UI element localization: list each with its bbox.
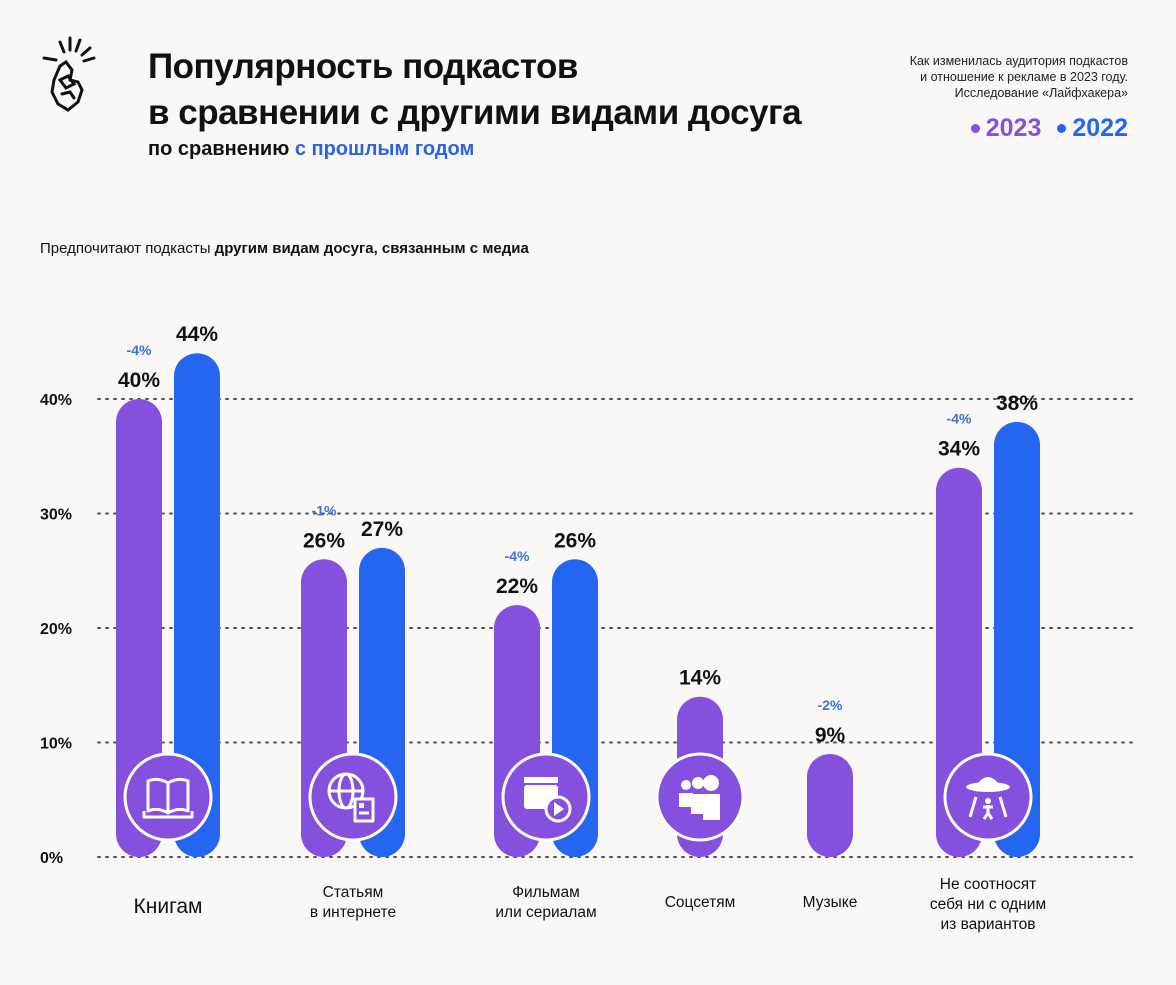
bar-2022 — [174, 353, 220, 857]
category-label-line: Книгам — [133, 895, 203, 918]
source-note: Как изменилась аудитория подкастов и отн… — [910, 53, 1128, 101]
subtitle-plain: по сравнению — [148, 138, 295, 160]
value-label-2022: 38% — [996, 392, 1038, 415]
value-label-2023: 9% — [815, 724, 846, 747]
value-label-2023: 40% — [118, 369, 160, 392]
value-label-2022: 44% — [176, 323, 218, 346]
page-title: Популярность подкастов в сравнении с дру… — [148, 44, 802, 136]
caption-plain: Предпочитают подкасты — [40, 240, 215, 257]
title-line-1: Популярность подкастов — [148, 47, 578, 86]
value-label-2022: 26% — [554, 529, 596, 552]
bar-2023 — [116, 399, 162, 857]
category-label: Фильмам или сериалам — [495, 883, 596, 923]
category-label-line: себя ни с одним — [929, 896, 1047, 913]
category-label-line: Фильмам — [512, 884, 580, 901]
chart-caption: Предпочитают подкасты другим видам досуг… — [40, 240, 529, 257]
legend-label-2023: 2023 — [985, 114, 1042, 142]
subtitle: по сравнению с прошлым годом — [148, 138, 474, 161]
category-label-line: в интернете — [309, 904, 397, 921]
value-label-2023: 34% — [938, 438, 980, 461]
ufo-abduction-icon — [966, 777, 1010, 820]
legend-dot-2023 — [970, 124, 980, 133]
category-label: Музыке — [803, 893, 858, 913]
y-tick-label: 30% — [40, 507, 72, 524]
category-label: Статьям в интернете — [310, 883, 396, 923]
category-label: Книгам — [133, 895, 203, 918]
delta-label: -4% — [127, 342, 152, 358]
snapping-fingers-icon — [42, 36, 96, 112]
people-group-icon — [679, 775, 720, 820]
globe-newspaper-icon — [327, 772, 375, 823]
value-label-2023: 14% — [679, 667, 721, 690]
note-line-2: и отношение к рекламе в 2023 году. — [920, 70, 1128, 84]
title-line-2: в сравнении с другими видами досуга — [148, 93, 802, 132]
delta-label: -4% — [947, 411, 972, 427]
delta-label: -4% — [505, 548, 530, 564]
y-tick-label: 0% — [40, 850, 63, 867]
bar-2022 — [994, 421, 1040, 857]
note-line-3: Исследование «Лайфхакера» — [954, 86, 1128, 100]
category-label-line: Соцсетям — [664, 894, 736, 911]
legend-item-2022: 2022 — [1057, 114, 1128, 143]
y-tick-label: 20% — [40, 621, 72, 638]
legend-label-2022: 2022 — [1072, 114, 1128, 142]
y-tick-label: 10% — [40, 736, 72, 753]
category-label-line: Статьям — [322, 884, 384, 901]
value-label-2023: 22% — [496, 575, 538, 598]
open-book-icon — [142, 777, 194, 819]
legend-item-2023: 2023 — [970, 114, 1042, 143]
note-line-1: Как изменилась аудитория подкастов — [909, 54, 1128, 68]
legend-dot-2022 — [1057, 124, 1067, 133]
value-label-2023: 26% — [303, 529, 345, 552]
subtitle-accent: с прошлым годом — [294, 138, 475, 160]
bar-2023 — [807, 753, 853, 857]
category-label-line: из вариантов — [940, 916, 1036, 933]
delta-label: -1% — [312, 502, 337, 518]
category-label: Соцсетям — [665, 893, 736, 913]
clapperboard-play-icon — [524, 777, 572, 823]
category-label: Не соотносят себя ни с одним из вариантов — [930, 875, 1046, 935]
category-label-line: Не соотносят — [939, 876, 1037, 893]
y-tick-label: 40% — [40, 392, 72, 409]
delta-label: -2% — [818, 697, 843, 713]
value-label-2022: 27% — [361, 518, 403, 541]
category-label-line: Музыке — [802, 894, 858, 911]
category-label-line: или сериалам — [495, 904, 597, 921]
caption-bold: другим видам досуга, связанным с медиа — [214, 240, 529, 257]
icon-badge — [943, 752, 1033, 842]
legend: 2023 2022 — [970, 114, 1128, 143]
